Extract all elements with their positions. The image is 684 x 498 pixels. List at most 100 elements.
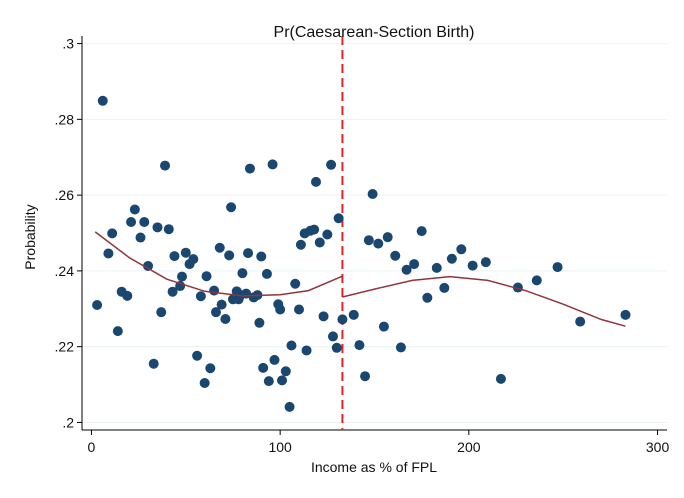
data-point (373, 238, 384, 249)
data-point (139, 217, 150, 228)
data-point (92, 299, 103, 310)
data-point (337, 314, 348, 325)
data-point (431, 262, 442, 273)
data-point (333, 213, 344, 224)
data-point (309, 224, 320, 235)
data-point (143, 260, 154, 271)
data-point (254, 317, 265, 328)
data-point (575, 316, 586, 327)
data-point (167, 286, 178, 297)
data-point (331, 342, 342, 353)
data-point (180, 247, 191, 258)
data-point (318, 311, 329, 322)
data-point (286, 340, 297, 351)
data-point (363, 235, 374, 246)
data-point (122, 290, 133, 301)
data-point (220, 313, 231, 324)
data-point (480, 257, 491, 268)
data-point (199, 378, 210, 389)
x-ticks: 0 100 200 300 (88, 430, 670, 455)
data-point (169, 251, 180, 262)
y-tick-label: .22 (55, 339, 75, 355)
data-point (107, 228, 118, 239)
data-point (112, 326, 123, 337)
data-point (275, 304, 286, 315)
x-axis-title: Income as % of FPL (311, 459, 437, 475)
data-point (243, 248, 254, 259)
data-point (135, 232, 146, 243)
data-point (156, 307, 167, 318)
data-point (205, 363, 216, 374)
y-axis-title: Probability (22, 204, 38, 269)
data-point (531, 275, 542, 286)
data-point (327, 331, 338, 342)
y-tick-label: .2 (62, 414, 74, 430)
y-tick-label: .26 (55, 187, 75, 203)
data-point (160, 160, 171, 171)
data-point (195, 291, 206, 302)
chart-title: Pr(Caesarean-Section Birth) (274, 24, 475, 41)
x-tick-label: 300 (646, 439, 670, 455)
data-point (552, 262, 563, 273)
y-tick-label: .24 (55, 263, 75, 279)
data-point (269, 354, 280, 365)
data-point (314, 237, 325, 248)
data-point (258, 362, 269, 373)
data-point (390, 250, 401, 261)
y-ticks: .2 .22 .24 .26 .28 .3 (55, 36, 82, 430)
data-point (495, 373, 506, 384)
data-point (311, 176, 321, 187)
data-point (280, 366, 291, 377)
x-tick-label: 200 (457, 439, 481, 455)
fit-curve-right (342, 275, 626, 327)
data-point (210, 307, 221, 318)
data-point (129, 204, 140, 215)
data-point (97, 95, 108, 106)
data-point (382, 232, 393, 243)
x-tick-label: 100 (268, 439, 292, 455)
data-point (277, 375, 288, 386)
data-point (348, 309, 359, 320)
data-point (226, 202, 237, 213)
data-point (214, 242, 225, 253)
data-point (354, 340, 365, 351)
data-point (446, 253, 457, 264)
data-point (192, 350, 203, 361)
data-point (422, 292, 433, 303)
data-point (322, 229, 333, 240)
data-point (209, 285, 220, 296)
data-point (103, 248, 114, 259)
data-point (294, 304, 305, 315)
data-point (263, 376, 274, 387)
data-point (456, 244, 467, 255)
data-point (401, 264, 412, 275)
data-point (256, 251, 267, 262)
data-point (295, 239, 306, 250)
data-point (301, 345, 312, 356)
data-point (620, 309, 631, 320)
y-tick-label: .3 (62, 36, 74, 52)
data-point (284, 401, 295, 412)
data-point (148, 358, 159, 369)
data-point (439, 282, 450, 293)
data-point (224, 250, 235, 261)
axes (81, 36, 667, 431)
data-point (261, 268, 272, 279)
data-point (290, 278, 301, 289)
x-tick-label: 0 (88, 439, 96, 455)
data-point (378, 321, 389, 332)
data-point (467, 260, 478, 271)
data-point (244, 163, 255, 174)
fit-curve-left (94, 231, 343, 297)
data-point (367, 188, 378, 199)
data-point (216, 299, 227, 310)
data-point (126, 217, 137, 228)
data-point (416, 226, 427, 237)
data-point (267, 159, 278, 170)
fit-lines (94, 231, 626, 327)
data-point (395, 342, 406, 353)
data-point (360, 371, 371, 382)
data-point (188, 254, 199, 265)
data-point (152, 222, 163, 233)
